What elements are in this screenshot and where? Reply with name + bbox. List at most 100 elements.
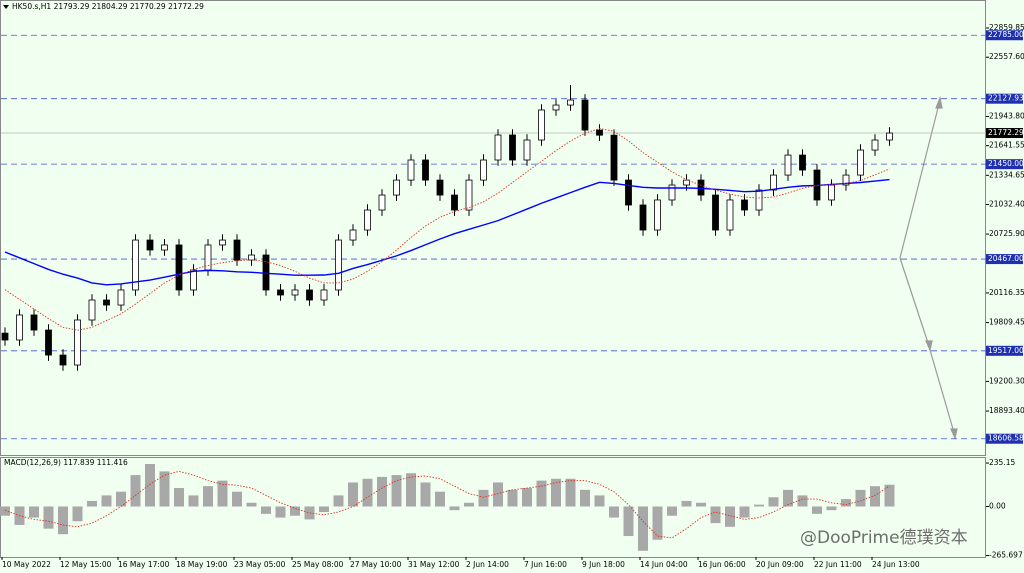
candle-body	[567, 99, 574, 106]
macd-bar	[493, 482, 503, 507]
macd-bar	[725, 506, 735, 527]
x-tick-label: 18 May 19:00	[176, 560, 228, 569]
macd-bar	[478, 489, 489, 507]
x-tick-label: 12 May 15:00	[60, 560, 112, 569]
macd-bar	[870, 486, 880, 507]
arrow-head	[935, 95, 943, 109]
x-tick-label: 14 Jun 04:00	[640, 560, 688, 569]
candle-body	[30, 314, 38, 331]
candle-body	[465, 179, 473, 211]
y-tick-label: 20116.35	[989, 288, 1024, 297]
macd-signal	[4, 470, 890, 539]
candle-body	[349, 229, 357, 241]
x-tick-label: 16 May 17:00	[118, 560, 170, 569]
candle-body	[552, 104, 560, 111]
macd-bar	[449, 506, 460, 511]
level-box	[986, 433, 1023, 444]
macd-bar	[768, 497, 779, 507]
candle-body	[393, 179, 400, 196]
macd-bar	[174, 488, 184, 507]
candle-body	[146, 239, 154, 251]
macd-bar	[333, 495, 344, 507]
macd-bar	[377, 476, 387, 507]
candle-body	[88, 299, 96, 321]
macd-bar	[0, 506, 10, 516]
candle-body	[610, 134, 618, 181]
candle-body	[175, 244, 183, 291]
macd-bar	[261, 506, 271, 514]
macd-bar	[29, 506, 39, 518]
macd-bar	[159, 471, 170, 507]
level-box	[986, 93, 1023, 104]
macd-bar	[101, 495, 112, 507]
arrow-head	[925, 340, 933, 352]
macd-bar	[304, 506, 315, 520]
candle-body	[668, 184, 676, 201]
macd-bar	[420, 482, 431, 507]
macd-bar	[435, 491, 445, 507]
macd-bar	[87, 500, 97, 507]
candle-body	[581, 99, 589, 131]
macd-bar	[522, 488, 532, 507]
candle-body	[248, 254, 255, 261]
candle-body	[683, 179, 690, 186]
arrow-head	[950, 428, 958, 440]
menu-arrow[interactable]	[3, 5, 9, 9]
candle-body	[335, 239, 342, 291]
macd-bar	[536, 480, 547, 507]
x-tick-label: 10 May 2022	[2, 560, 51, 569]
candle-body	[494, 134, 502, 161]
level-label: 20467.00	[988, 254, 1024, 263]
candle-body	[726, 199, 734, 231]
candle-body	[784, 154, 792, 176]
y-tick-label: 19809.45	[989, 318, 1024, 327]
candle-body	[422, 159, 429, 181]
macd-bar	[246, 502, 257, 507]
y-tick-label: 21641.55	[989, 141, 1024, 150]
macd-bar	[116, 491, 126, 507]
arrow-line	[899, 257, 931, 350]
macd-bar	[464, 502, 474, 507]
macd-title: MACD(12,26,9) 117.839 111.416	[4, 458, 128, 467]
macd-bar	[348, 482, 358, 507]
current-price-box	[986, 128, 1023, 139]
y-tick-label: 21334.65	[989, 170, 1024, 179]
macd-bar	[812, 506, 822, 514]
candle-body	[364, 209, 371, 231]
candle-body	[407, 159, 415, 181]
macd-bar	[696, 502, 706, 507]
watermark: @DooPrime德璞资本	[800, 528, 968, 548]
candle-body	[625, 179, 632, 206]
candle-body	[103, 299, 110, 306]
candle-body	[291, 289, 299, 296]
y-tick-label: 20725.90	[989, 229, 1024, 238]
arrow-line	[899, 99, 941, 259]
candle-body	[828, 184, 835, 201]
candle-body	[842, 174, 850, 186]
macd-bar	[130, 475, 141, 507]
trend-arrows	[899, 95, 958, 440]
level-label: 19517.00	[988, 346, 1024, 355]
candle-body	[277, 289, 284, 296]
arrow-line	[929, 349, 956, 437]
level-box	[986, 345, 1023, 356]
y-tick-label: 21032.40	[989, 199, 1024, 208]
macd-bar	[681, 500, 692, 507]
candle-body	[1, 332, 9, 341]
macd-bar	[551, 478, 561, 507]
candle-body	[132, 239, 139, 291]
moving-average	[4, 178, 890, 286]
candle-body	[378, 194, 386, 211]
candle-body	[219, 239, 226, 246]
macd-bar	[362, 478, 373, 507]
macd-bar	[58, 506, 68, 535]
candle-body	[320, 289, 328, 301]
macd-bar	[638, 506, 648, 551]
macd-bar	[188, 495, 199, 507]
level-label: 18606.58	[988, 434, 1024, 443]
candle-body	[886, 132, 893, 141]
candle-body	[190, 269, 197, 291]
macd-bar	[232, 491, 242, 507]
candle-body	[306, 289, 313, 301]
